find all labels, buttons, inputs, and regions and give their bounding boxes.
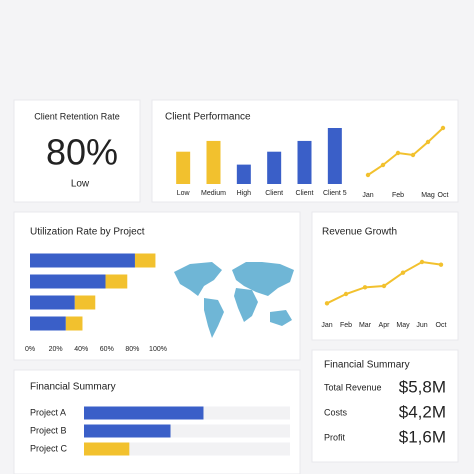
x-tick-label: Oct <box>438 192 449 199</box>
card <box>311 349 459 463</box>
bar-segment <box>30 295 75 310</box>
card-title: Client Retention Rate <box>34 111 120 121</box>
point <box>381 283 387 289</box>
bar-segment <box>30 274 106 289</box>
bar <box>84 424 171 438</box>
kpi-note: Low <box>71 179 90 190</box>
summary-label: Profit <box>324 432 346 442</box>
bar <box>84 442 130 456</box>
chart-title: Financial Summary <box>30 382 116 393</box>
point <box>365 172 371 178</box>
point <box>440 125 446 131</box>
kpi-value: 80% <box>46 132 118 173</box>
summary-label: Costs <box>324 407 348 417</box>
x-tick-label: Feb <box>392 192 404 199</box>
card <box>13 369 301 474</box>
world-map <box>174 262 294 338</box>
x-tick-label: Client 5 <box>323 190 347 197</box>
bar <box>327 128 342 184</box>
x-tick-label: Mar <box>359 322 372 329</box>
x-tick-label: Client <box>265 190 283 197</box>
x-tick-label: Oct <box>436 322 447 329</box>
point <box>419 259 425 265</box>
x-tick-label: Feb <box>340 322 352 329</box>
y-tick-label: Project A <box>30 407 66 417</box>
card-title: Financial Summary <box>324 360 410 371</box>
bar-segment <box>30 316 66 331</box>
bar-segment <box>74 295 96 310</box>
point <box>438 262 444 267</box>
point <box>395 150 401 156</box>
summary-value: $4,2M <box>399 402 446 421</box>
x-tick-label: 0% <box>25 346 35 353</box>
x-tick-label: High <box>237 190 252 197</box>
summary-value: $5,8M <box>399 377 446 396</box>
bar-segment <box>105 274 128 289</box>
x-tick-label: 40% <box>74 346 88 353</box>
x-tick-label: 100% <box>149 346 167 353</box>
point <box>380 162 386 168</box>
point <box>343 291 349 297</box>
x-tick-label: 80% <box>125 346 139 353</box>
x-tick-label: May <box>396 322 410 329</box>
bar <box>84 406 204 420</box>
x-tick-label: Jan <box>362 192 373 199</box>
x-tick-label: Jun <box>416 322 427 329</box>
bar <box>206 140 221 184</box>
bar-segment <box>65 316 83 331</box>
x-tick-label: Low <box>177 190 191 197</box>
bar-track <box>84 442 290 456</box>
summary-value: $1,6M <box>399 427 446 446</box>
bar-segment <box>30 253 135 268</box>
x-tick-label: Mag <box>421 192 435 199</box>
x-tick-label: 20% <box>49 346 63 353</box>
bar <box>176 151 191 184</box>
x-tick-label: Medium <box>201 190 226 197</box>
summary-label: Total Revenue <box>324 382 382 392</box>
line <box>367 127 444 176</box>
point <box>425 139 431 145</box>
chart-title: Revenue Growth <box>322 227 397 238</box>
card <box>13 99 141 203</box>
y-tick-label: Project B <box>30 425 67 435</box>
x-tick-label: 60% <box>100 346 114 353</box>
chart-title: Client Performance <box>165 112 251 123</box>
point <box>400 270 406 275</box>
bar <box>297 140 312 184</box>
bar <box>267 151 282 184</box>
bar-segment <box>134 253 156 268</box>
bar <box>236 164 251 184</box>
point <box>324 301 330 306</box>
x-tick-label: Jan <box>321 322 332 329</box>
point <box>362 285 368 290</box>
chart-title: Utilization Rate by Project <box>30 227 145 238</box>
x-tick-label: Client <box>296 190 314 197</box>
y-tick-label: Project C <box>30 443 68 453</box>
card <box>311 211 459 341</box>
point <box>410 152 416 158</box>
x-tick-label: Apr <box>379 322 391 329</box>
